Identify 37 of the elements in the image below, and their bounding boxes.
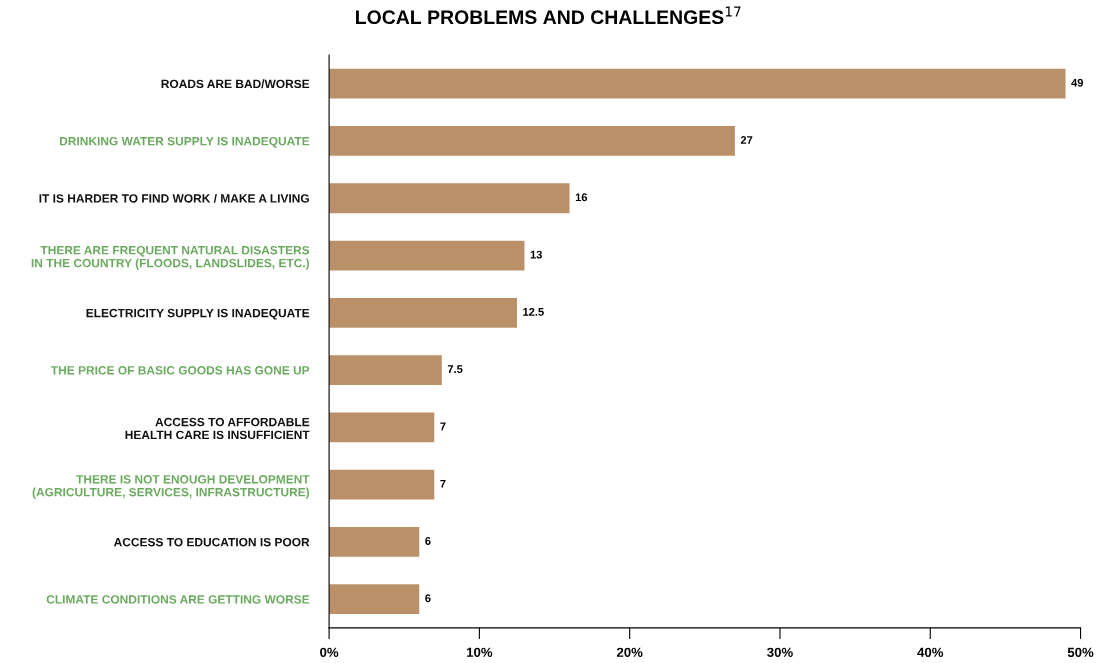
y-tick-label: ACCESS TO EDUCATION IS POOR xyxy=(113,537,310,547)
x-tick-label: 10% xyxy=(467,647,493,657)
data-label: 6 xyxy=(425,537,431,545)
y-tick-label: ACCESS TO AFFORDABLE HEALTH CARE IS INSUFFICIENT xyxy=(125,417,310,440)
bar xyxy=(329,68,1066,99)
bar xyxy=(329,183,570,214)
bar xyxy=(329,297,517,328)
y-tick-label: THERE IS NOT ENOUGH DEVELOPMENT (AGRICULTURE, SERVICES, INFRASTRUCTURE) xyxy=(32,475,310,499)
y-tick-label: THERE ARE FREQUENT NATURAL DISASTERS IN THE COUNTRY (FLOODS, LANDSLIDES, ETC.) xyxy=(31,245,310,270)
x-tick-label: 50% xyxy=(1067,647,1094,657)
bar xyxy=(329,412,435,443)
data-label: 12.5 xyxy=(523,307,544,316)
x-tick-label: 0% xyxy=(320,647,339,657)
x-tick-label: 30% xyxy=(767,647,793,658)
data-label: 49 xyxy=(1071,78,1084,87)
y-tick-label: THE PRICE OF BASIC GOODS HAS GONE UP xyxy=(50,366,310,375)
x-tick-label: 40% xyxy=(917,647,944,657)
y-tick-label: IT IS HARDER TO FIND WORK / MAKE A LIVING xyxy=(39,193,309,203)
bar xyxy=(329,355,442,385)
y-tick-label: CLIMATE CONDITIONS ARE GETTING WORSE xyxy=(46,595,310,604)
y-tick-label: DRINKING WATER SUPPLY IS INADEQUATE xyxy=(60,136,310,148)
x-tick-label: 20% xyxy=(616,647,643,657)
bar xyxy=(329,584,420,615)
bar xyxy=(329,240,525,271)
data-label: 16 xyxy=(575,193,588,202)
bar xyxy=(329,527,420,557)
bar xyxy=(329,126,735,156)
data-label: 6 xyxy=(425,594,431,603)
y-tick-label: ELECTRICITY SUPPLY IS INADEQUATE xyxy=(86,308,310,320)
data-label: 7 xyxy=(440,422,446,431)
data-label: 7 xyxy=(440,479,446,488)
data-label: 13 xyxy=(530,250,542,259)
y-tick-label: ROADS ARE BAD/WORSE xyxy=(161,79,310,89)
data-label: 27 xyxy=(740,136,753,144)
data-label: 7.5 xyxy=(447,365,463,374)
bar xyxy=(329,469,435,500)
chart-title: LOCAL PROBLEMS AND CHALLENGES$^{17}$ xyxy=(356,6,741,25)
